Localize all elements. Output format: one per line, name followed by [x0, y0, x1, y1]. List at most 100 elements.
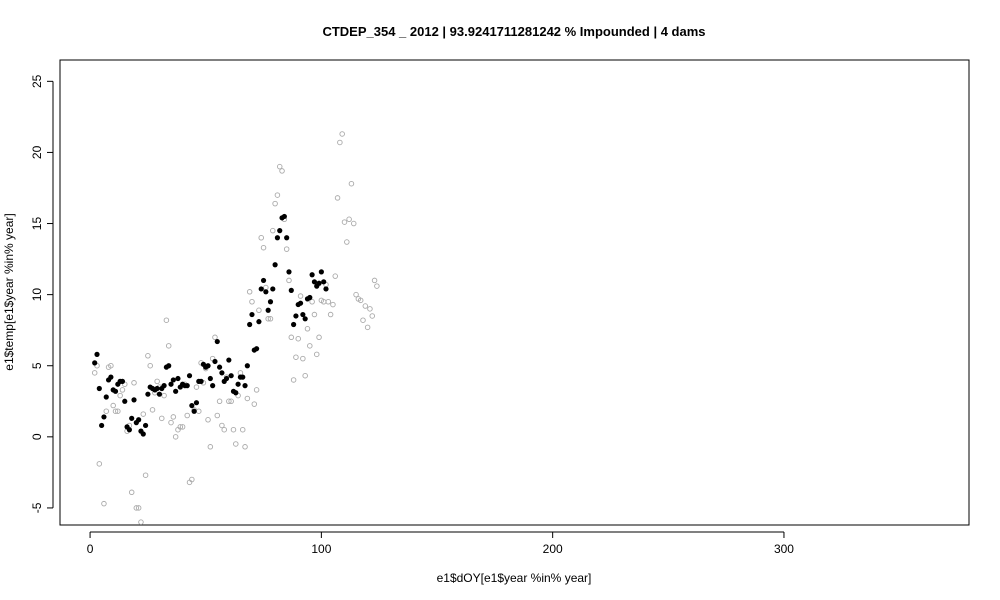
open-point — [133, 505, 140, 511]
open-point — [297, 293, 304, 299]
open-point — [112, 408, 119, 414]
open-point — [290, 377, 297, 383]
open-point — [274, 192, 281, 198]
open-point — [237, 370, 244, 376]
filled-point — [122, 398, 128, 404]
open-point — [242, 444, 248, 450]
open-point — [184, 412, 190, 419]
open-point — [244, 395, 251, 402]
y-tick-label: 20 — [30, 145, 44, 159]
open-point — [344, 239, 350, 245]
open-point — [142, 472, 149, 478]
open-point — [337, 139, 343, 146]
filled-point — [226, 357, 232, 363]
plot-points — [91, 131, 380, 525]
filled-point — [286, 269, 292, 275]
filled-point — [300, 311, 306, 318]
filled-point — [272, 262, 278, 268]
open-point — [288, 334, 295, 341]
open-point — [230, 426, 237, 433]
filled-point — [193, 400, 200, 406]
filled-point — [228, 373, 234, 379]
filled-point — [112, 388, 119, 394]
open-point — [311, 311, 318, 318]
filled-point — [207, 375, 213, 382]
open-point — [168, 419, 174, 426]
open-point — [170, 414, 177, 420]
filled-point — [210, 383, 216, 389]
filled-point — [119, 378, 126, 384]
open-point — [367, 306, 373, 312]
open-point — [253, 387, 260, 393]
filled-point — [235, 381, 241, 387]
open-point — [101, 500, 107, 507]
y-tick-label: -5 — [30, 502, 44, 513]
y-tick-label: 25 — [30, 74, 44, 88]
filled-point — [244, 363, 250, 369]
open-point — [325, 298, 332, 305]
filled-point — [94, 351, 100, 357]
open-point — [161, 392, 167, 399]
y-axis-label: e1$temp[e1$year %in% year] — [2, 213, 16, 370]
filled-point — [166, 363, 172, 369]
filled-point — [307, 294, 313, 301]
open-point — [154, 378, 160, 385]
open-point — [165, 343, 172, 349]
filled-point — [99, 422, 105, 429]
filled-point — [256, 319, 262, 325]
open-point — [214, 412, 221, 419]
open-point — [138, 519, 144, 525]
y-tick-label: 5 — [30, 362, 44, 369]
open-point — [96, 461, 103, 467]
open-point — [357, 297, 364, 304]
filled-point — [311, 279, 318, 285]
open-point — [233, 441, 239, 447]
open-point — [246, 289, 253, 295]
filled-point — [302, 316, 308, 322]
filled-point — [249, 311, 255, 318]
open-point — [374, 283, 380, 289]
open-point — [179, 424, 186, 430]
filled-point — [270, 286, 276, 292]
open-point — [251, 401, 258, 407]
x-axis: 0 100 200 300 — [87, 531, 794, 556]
open-point — [330, 301, 336, 308]
filled-point — [168, 381, 174, 387]
filled-point — [316, 280, 322, 286]
filled-point — [254, 346, 260, 352]
open-point — [226, 398, 232, 405]
open-point — [193, 384, 200, 390]
open-point — [145, 353, 151, 359]
x-tick-label: 0 — [87, 542, 94, 556]
open-point — [256, 307, 262, 314]
open-point — [270, 227, 276, 234]
chart-title: CTDEP_354 _ 2012 | 93.9241711281242 % Im… — [322, 24, 705, 39]
open-point — [300, 355, 306, 362]
open-point — [196, 408, 202, 414]
filled-point — [258, 286, 264, 292]
open-point — [119, 387, 126, 393]
open-point — [228, 398, 234, 405]
y-tick-label: 0 — [30, 433, 44, 440]
filled-point — [156, 391, 163, 397]
filled-point — [288, 287, 294, 293]
open-point — [350, 220, 357, 227]
open-point — [263, 284, 269, 291]
filled-point — [154, 385, 160, 392]
open-point — [163, 317, 170, 323]
filled-point — [214, 338, 220, 345]
open-point — [207, 444, 214, 450]
filled-point — [219, 370, 225, 376]
filled-point — [323, 286, 329, 292]
open-point — [327, 311, 334, 318]
filled-point — [189, 402, 195, 409]
open-point — [239, 426, 246, 433]
open-point — [293, 354, 299, 360]
filled-point — [293, 313, 299, 319]
open-point — [117, 392, 123, 399]
x-tick-label: 200 — [543, 542, 563, 556]
x-tick-label: 300 — [774, 542, 794, 556]
open-point — [128, 489, 135, 496]
filled-point — [126, 427, 132, 433]
